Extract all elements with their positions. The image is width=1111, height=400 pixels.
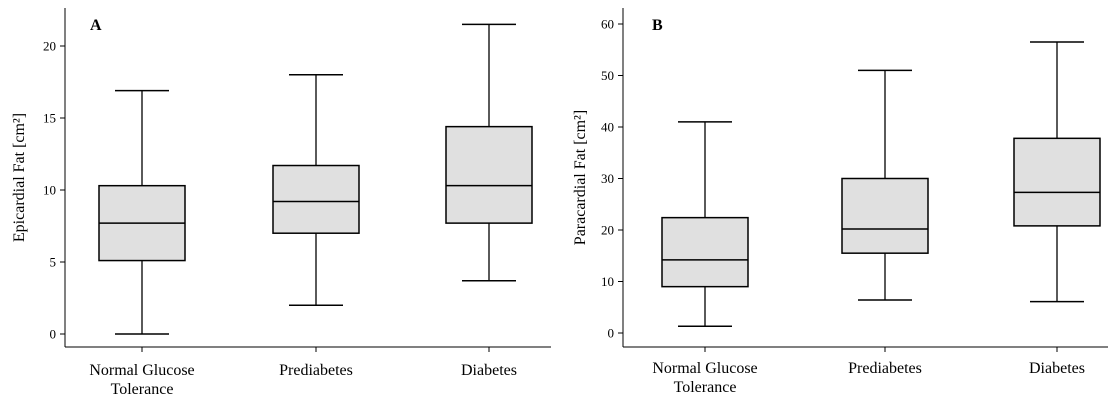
box-0 [661,121,749,328]
box-2 [445,23,533,282]
category-label: Diabetes [1029,360,1085,377]
y-tick-label: 20 [43,39,56,54]
category-label: Normal Glucose Tolerance [652,360,757,396]
y-tick-label: 15 [43,111,56,126]
category-label: Prediabetes [279,362,353,379]
category-label: Prediabetes [848,360,922,377]
panel-a: 0 5 10 15 20 Normal Glucose Tolerance Prediabet… [11,8,551,398]
y-axis-label: Paracardial Fat [cm²] [572,110,589,245]
y-tick-label: 60 [601,17,614,32]
category-label: Normal Glucose Tolerance [89,362,194,398]
y-tick-label: 10 [601,274,614,289]
y-axis-label: Epicardial Fat [cm²] [11,113,28,242]
panel-label: A [90,17,102,34]
y-tick-label: 5 [50,255,57,270]
box-1 [272,74,360,306]
box-1 [841,69,929,301]
y-tick-label: 30 [601,171,614,186]
iqr-box [1013,137,1101,227]
box-0 [98,89,186,335]
category-label: Diabetes [461,362,517,379]
y-tick-label: 50 [601,68,614,83]
iqr-box [445,125,533,224]
y-tick-label: 0 [608,326,615,341]
y-tick-label: 10 [43,183,56,198]
panel-b: 0 10 20 30 40 50 60 Normal Glucose Tolerance Pred… [572,8,1108,396]
y-tick-label: 20 [601,223,614,238]
panel-label: B [652,17,663,34]
y-tick-label: 40 [601,120,614,135]
box-2 [1013,41,1101,303]
iqr-box [272,164,360,234]
iqr-box [841,177,929,254]
iqr-box [661,216,749,288]
y-tick-label: 0 [50,327,57,342]
